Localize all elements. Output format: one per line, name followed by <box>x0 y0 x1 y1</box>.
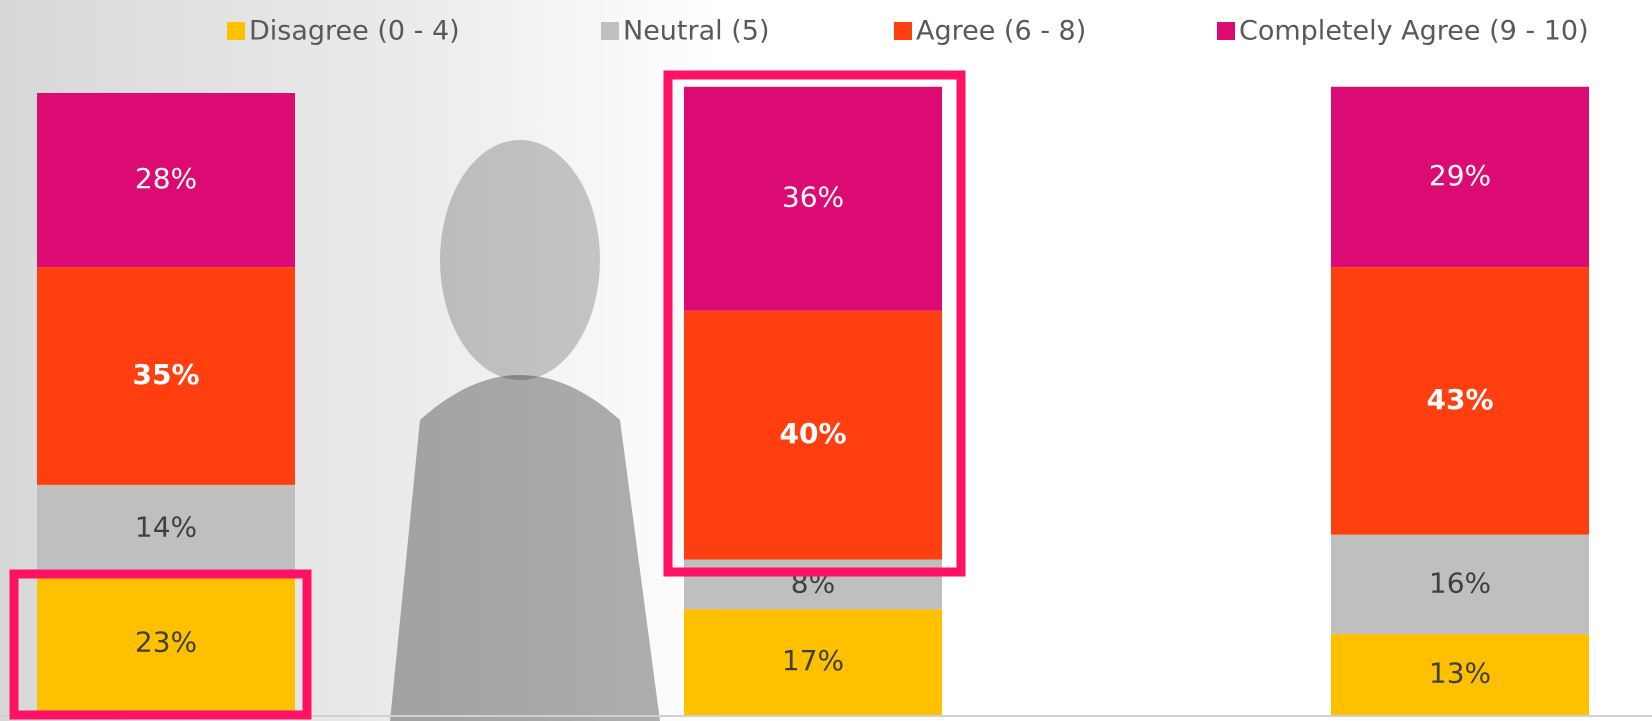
data-label: 29% <box>1429 159 1491 192</box>
legend-label: Disagree (0 - 4) <box>249 16 460 47</box>
data-label: 13% <box>1429 657 1491 690</box>
data-label: 40% <box>779 417 846 450</box>
data-label: 36% <box>782 181 844 214</box>
legend-swatch <box>601 22 619 40</box>
bar-segment <box>684 310 942 560</box>
bar-segment <box>684 609 942 715</box>
bar-segment <box>1331 634 1589 715</box>
data-label: 16% <box>1429 566 1491 599</box>
data-label: 43% <box>1426 383 1493 416</box>
legend-swatch <box>1217 22 1235 40</box>
data-label: 23% <box>135 625 197 658</box>
bar-segment <box>37 571 295 715</box>
legend-label: Neutral (5) <box>623 16 769 47</box>
bar-segment <box>1331 534 1589 635</box>
bar-segment <box>37 484 295 572</box>
highlight-box <box>663 70 966 577</box>
bar-segment <box>1331 86 1589 268</box>
data-label: 28% <box>135 162 197 195</box>
bar-segment <box>1331 267 1589 535</box>
highlight-box <box>9 569 312 720</box>
legend-label: Completely Agree (9 - 10) <box>1239 16 1589 47</box>
data-label: 35% <box>132 358 199 391</box>
bar-segment <box>37 93 295 268</box>
photo-shape <box>440 140 600 380</box>
bar-segment <box>684 86 942 311</box>
legend-swatch <box>894 22 912 40</box>
legend-swatch <box>227 22 245 40</box>
data-label: 17% <box>782 644 844 677</box>
data-label: 14% <box>135 510 197 543</box>
photo-shape <box>390 375 660 721</box>
legend-label: Agree (6 - 8) <box>916 16 1086 47</box>
bar-segment <box>37 267 295 485</box>
